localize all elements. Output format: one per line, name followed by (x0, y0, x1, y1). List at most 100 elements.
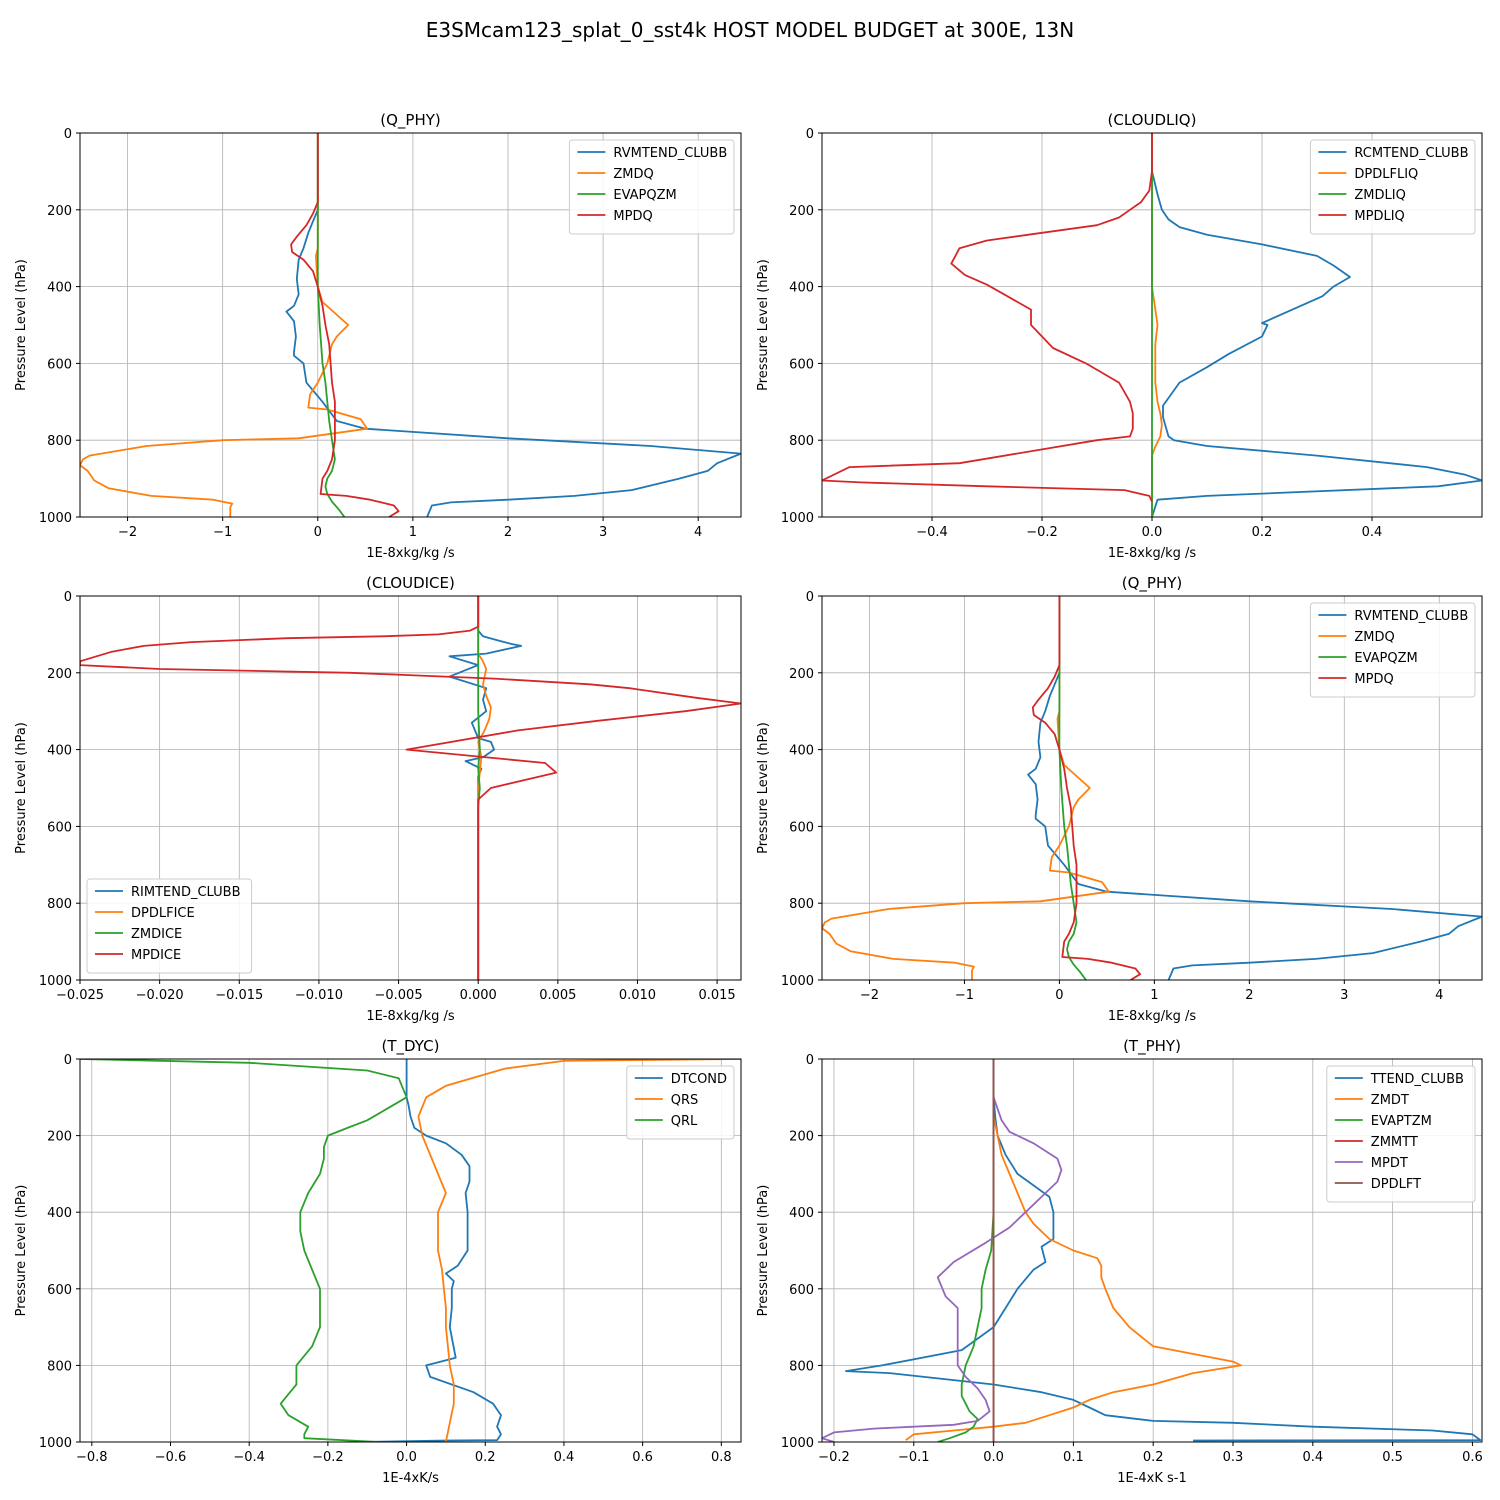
x-tick-label: −0.2 (818, 1450, 850, 1465)
legend: RVMTEND_CLUBB ZMDQ EVAPQZM MPDQ (568, 139, 735, 235)
series-group (822, 596, 1482, 980)
legend-entry: EVAPQZM (1354, 651, 1417, 666)
x-tick-label: −1 (955, 988, 974, 1003)
x-tick-label: 0.4 (1302, 1450, 1323, 1465)
legend-box (1309, 139, 1476, 235)
legend-entry: MPDLIQ (1354, 209, 1404, 224)
y-tick-label: 600 (789, 820, 814, 835)
y-axis-label: Pressure Level (hPa) (756, 1185, 771, 1317)
x-tick-label: 0.0 (1142, 525, 1163, 540)
y-tick-label: 400 (47, 281, 72, 296)
x-tick-label: −0.005 (374, 988, 422, 1003)
x-tick-label: −0.4 (916, 525, 948, 540)
series-group (80, 1059, 741, 1442)
series-line-rcmtend_clubb (1151, 133, 1482, 517)
legend-box (1309, 602, 1476, 698)
x-tick-label: 0.005 (539, 988, 576, 1003)
y-tick-label: 800 (47, 1359, 72, 1374)
y-tick-label: 0 (64, 127, 72, 142)
y-tick-label: 400 (789, 281, 814, 296)
y-tick-label: 400 (789, 1206, 814, 1221)
legend-entry: EVAPQZM (613, 188, 676, 203)
x-tick-label: 0 (1055, 988, 1063, 1003)
x-tick-label: 2 (504, 525, 512, 540)
y-tick-label: 600 (789, 1283, 814, 1298)
chart-panel-2: −0.4 −0.2 0.0 0.2 0.4 0 200 400 600 800 1000 (CLOUD… (756, 111, 1483, 561)
x-tick-label: 0.6 (632, 1450, 653, 1465)
axes-frame (821, 1058, 1483, 1443)
series-line-mpdt (822, 1059, 1063, 1442)
series-line-evapqzm (316, 133, 346, 517)
legend-entry: MPDQ (1354, 672, 1393, 687)
x-axis-label: 1E-4xK s-1 (1117, 1471, 1187, 1486)
x-tick-label: 0.1 (1063, 1450, 1084, 1465)
y-tick-label: 600 (789, 357, 814, 372)
legend-box (568, 139, 735, 235)
axes-frame (79, 1058, 742, 1443)
x-tick-label: 0.6 (1462, 1450, 1483, 1465)
chart-panel-3: −0.025 −0.020 −0.015 −0.010 −0.005 0.000 0.005… (14, 574, 742, 1024)
y-tick-label: 0 (806, 1053, 814, 1068)
series-group (822, 133, 1482, 517)
x-tick-label: 0.5 (1382, 1450, 1403, 1465)
x-tick-label: −0.4 (233, 1450, 265, 1465)
chart-panel-1: −2 −1 0 1 2 3 4 0 200 400 600 800 1000 (Q_PHY) 1E-8xkg… (14, 111, 742, 561)
legend-entry: ZMDICE (131, 927, 182, 942)
x-axis-label: 1E-8xkg/kg /s (366, 1009, 455, 1024)
legend-entry: ZMDLIQ (1354, 188, 1405, 203)
legend-entry: RCMTEND_CLUBB (1354, 146, 1468, 161)
chart-panel-4: −2 −1 0 1 2 3 4 0 200 400 600 800 1000 (Q_PHY) 1E-8xkg… (756, 574, 1483, 1024)
x-tick-label: −0.2 (1026, 525, 1058, 540)
x-tick-label: −1 (213, 525, 232, 540)
x-tick-label: 0.2 (1143, 1450, 1164, 1465)
x-tick-label: −0.025 (56, 988, 104, 1003)
x-tick-label: −2 (118, 525, 137, 540)
y-tick-label: 200 (789, 667, 814, 682)
y-tick-label: 200 (47, 204, 72, 219)
x-axis-label: 1E-4xK/s (382, 1471, 439, 1486)
x-tick-label: −0.1 (898, 1450, 930, 1465)
legend-entry: EVAPTZM (1371, 1114, 1432, 1129)
axes-frame (79, 595, 742, 981)
y-tick-label: 200 (789, 204, 814, 219)
y-tick-label: 1000 (781, 1436, 814, 1451)
series-line-rimtend_clubb (448, 596, 523, 980)
x-tick-label: 0.0 (396, 1450, 417, 1465)
y-axis-label: Pressure Level (hPa) (14, 259, 29, 391)
legend-entry: TTEND_CLUBB (1370, 1072, 1464, 1087)
y-tick-label: 200 (47, 1130, 72, 1145)
chart-title: (T_DYC) (382, 1037, 440, 1056)
series-line-rvmtend_clubb (285, 133, 741, 517)
y-tick-label: 0 (806, 590, 814, 605)
series-line-rvmtend_clubb (1027, 596, 1482, 980)
legend: RVMTEND_CLUBB ZMDQ EVAPQZM MPDQ (1309, 602, 1476, 698)
y-tick-label: 400 (789, 744, 814, 759)
x-tick-label: −0.8 (76, 1450, 108, 1465)
x-tick-label: 0.4 (1362, 525, 1383, 540)
legend-entry: ZMDQ (613, 167, 653, 182)
legend-entry: MPDICE (131, 948, 181, 963)
x-tick-label: 4 (1435, 988, 1443, 1003)
chart-panel-6: −0.2 −0.1 0.0 0.1 0.2 0.3 0.4 0.5 0.6 0 200 400 600 8… (756, 1037, 1483, 1486)
figure-title: E3SMcam123_splat_0_sst4k HOST MODEL BUDG… (426, 18, 1075, 42)
x-tick-label: −0.020 (136, 988, 184, 1003)
legend-box (86, 878, 253, 974)
y-tick-label: 800 (789, 434, 814, 449)
y-tick-label: 600 (47, 820, 72, 835)
legend: RCMTEND_CLUBB DPDLFLIQ ZMDLIQ MPDLIQ (1309, 139, 1476, 235)
series-line-mpdq (1031, 596, 1141, 980)
legend-entry: DPDLFLIQ (1354, 167, 1418, 182)
legend-entry: ZMMTT (1371, 1135, 1418, 1150)
series-line-ttend_clubb (845, 1059, 1482, 1442)
y-tick-label: 400 (47, 744, 72, 759)
x-tick-label: 1 (409, 525, 417, 540)
x-tick-label: 2 (1245, 988, 1253, 1003)
series-line-dtcond (359, 1059, 502, 1442)
legend: RIMTEND_CLUBB DPDLFICE ZMDICE MPDICE (86, 878, 253, 974)
x-tick-label: −0.015 (215, 988, 263, 1003)
y-tick-label: 800 (789, 897, 814, 912)
series-line-mpdice (80, 596, 741, 980)
series-group (80, 596, 741, 980)
series-line-mpdq (290, 133, 400, 517)
